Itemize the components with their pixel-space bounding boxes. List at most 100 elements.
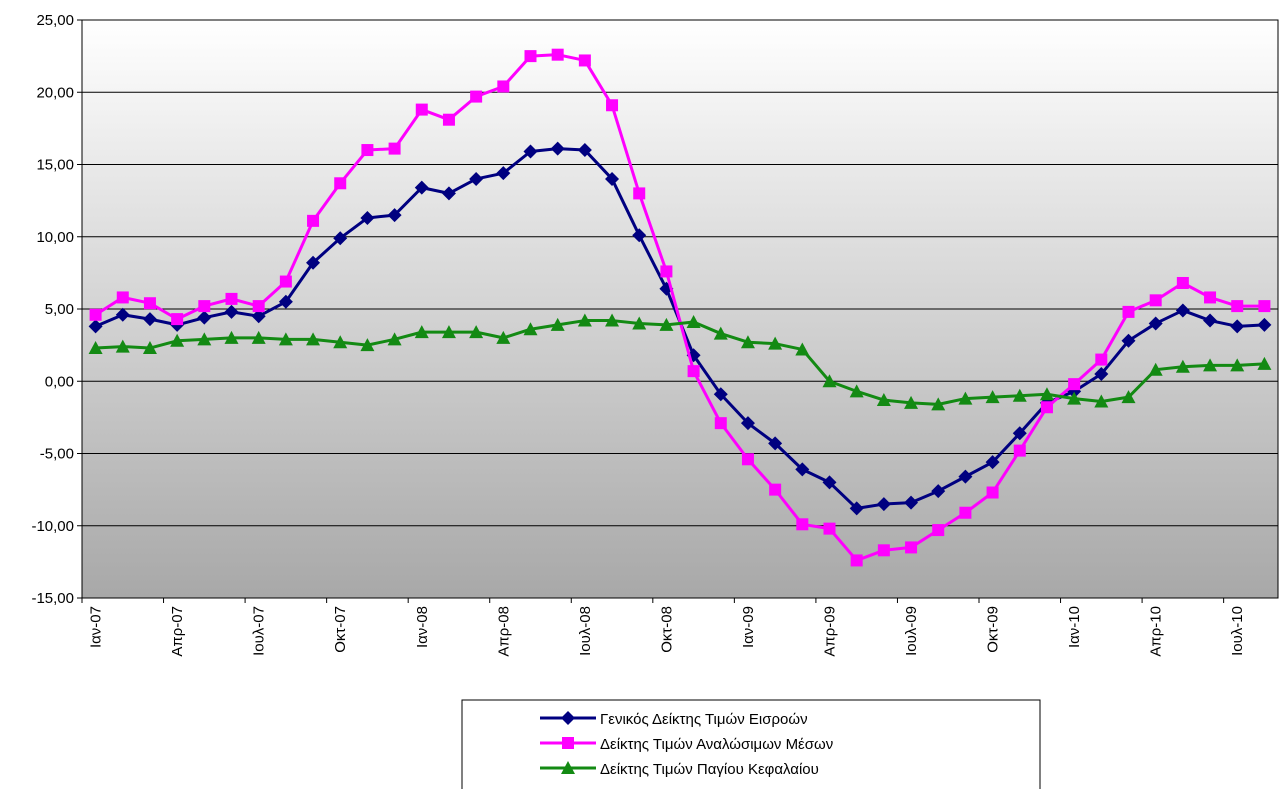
data-point xyxy=(741,453,754,466)
data-point xyxy=(796,518,809,531)
data-point xyxy=(931,484,946,499)
data-point xyxy=(360,338,375,352)
data-point xyxy=(252,300,265,313)
data-point xyxy=(1257,356,1272,370)
data-point xyxy=(333,335,348,349)
legend-label: Δείκτης Τιμών Αναλώσιμων Μέσων xyxy=(600,736,833,753)
data-point xyxy=(116,291,129,304)
data-point xyxy=(985,455,1000,470)
data-point xyxy=(279,275,292,288)
data-point xyxy=(958,469,973,484)
data-point xyxy=(523,144,538,159)
data-point xyxy=(632,228,647,243)
data-point xyxy=(1231,300,1244,313)
data-point xyxy=(1148,362,1163,376)
data-point xyxy=(143,297,156,310)
data-point xyxy=(387,332,402,346)
data-point xyxy=(1122,305,1135,318)
data-point xyxy=(334,177,347,190)
data-point xyxy=(442,113,455,126)
data-point xyxy=(1012,426,1027,441)
data-point xyxy=(1040,401,1053,414)
data-point xyxy=(686,315,701,329)
data-point xyxy=(224,330,239,344)
data-point xyxy=(170,333,185,347)
x-tick-label: Απρ-08 xyxy=(495,606,512,657)
data-point xyxy=(561,711,575,725)
data-point xyxy=(904,495,919,510)
data-point xyxy=(578,54,591,67)
data-point xyxy=(606,99,619,112)
data-point xyxy=(713,326,728,340)
y-tick-label: -10,00 xyxy=(31,518,74,535)
x-tick-label: Απρ-10 xyxy=(1148,606,1165,657)
data-point xyxy=(1175,303,1190,318)
y-tick-label: 5,00 xyxy=(45,301,74,318)
data-point xyxy=(795,462,810,477)
data-point xyxy=(876,497,891,512)
data-point xyxy=(1013,444,1026,457)
data-point xyxy=(1176,276,1189,289)
data-point xyxy=(958,391,973,405)
data-point xyxy=(932,524,945,537)
data-point xyxy=(89,308,102,321)
data-point xyxy=(740,416,755,431)
x-tick-label: Οκτ-08 xyxy=(658,606,675,653)
data-point xyxy=(577,143,592,158)
data-point xyxy=(959,506,972,519)
data-point xyxy=(849,501,864,516)
data-point xyxy=(1204,291,1217,304)
data-point xyxy=(88,341,103,355)
x-tick-label: Ιουλ-08 xyxy=(577,606,594,656)
data-point xyxy=(577,313,592,327)
data-point xyxy=(1230,358,1245,372)
y-tick-label: 15,00 xyxy=(36,157,74,174)
data-point xyxy=(905,541,918,554)
data-point xyxy=(769,483,782,496)
data-point xyxy=(1067,391,1082,405)
data-point xyxy=(496,166,511,181)
data-point xyxy=(795,342,810,356)
data-point xyxy=(1230,319,1245,334)
data-point xyxy=(1203,358,1218,372)
data-point xyxy=(441,325,456,339)
data-point xyxy=(142,341,157,355)
data-point xyxy=(251,330,266,344)
data-point xyxy=(306,332,321,346)
legend: Γενικός Δείκτης Τιμών Εισροών Δείκτης Τιμ… xyxy=(461,699,1041,789)
data-point xyxy=(931,397,946,411)
data-point xyxy=(768,336,783,350)
data-point xyxy=(822,475,837,490)
data-point xyxy=(469,325,484,339)
data-point xyxy=(142,312,157,327)
data-point xyxy=(1094,367,1109,382)
data-point xyxy=(414,325,429,339)
data-point xyxy=(1203,313,1218,328)
data-point xyxy=(497,80,510,93)
data-point xyxy=(523,322,538,336)
y-tick-label: 25,00 xyxy=(36,12,74,29)
data-point xyxy=(224,304,239,319)
data-point xyxy=(1149,294,1162,307)
data-point xyxy=(414,180,429,195)
x-tick-label: Ιουλ-09 xyxy=(903,606,920,656)
data-point xyxy=(198,300,211,313)
data-point xyxy=(985,390,1000,404)
data-point xyxy=(1257,317,1272,332)
data-point xyxy=(88,319,103,334)
data-point xyxy=(713,387,728,402)
x-tick-label: Ιουλ-10 xyxy=(1229,606,1246,656)
data-point xyxy=(633,187,646,200)
data-point xyxy=(986,486,999,499)
data-point xyxy=(524,50,537,63)
data-point xyxy=(307,214,320,227)
data-point xyxy=(333,231,348,246)
data-point xyxy=(115,339,130,353)
data-point xyxy=(687,365,700,378)
y-tick-label: 10,00 xyxy=(36,229,74,246)
data-point xyxy=(278,332,293,346)
data-point xyxy=(1012,388,1027,402)
data-point xyxy=(470,90,483,103)
x-tick-label: Ιουλ-07 xyxy=(251,606,268,656)
